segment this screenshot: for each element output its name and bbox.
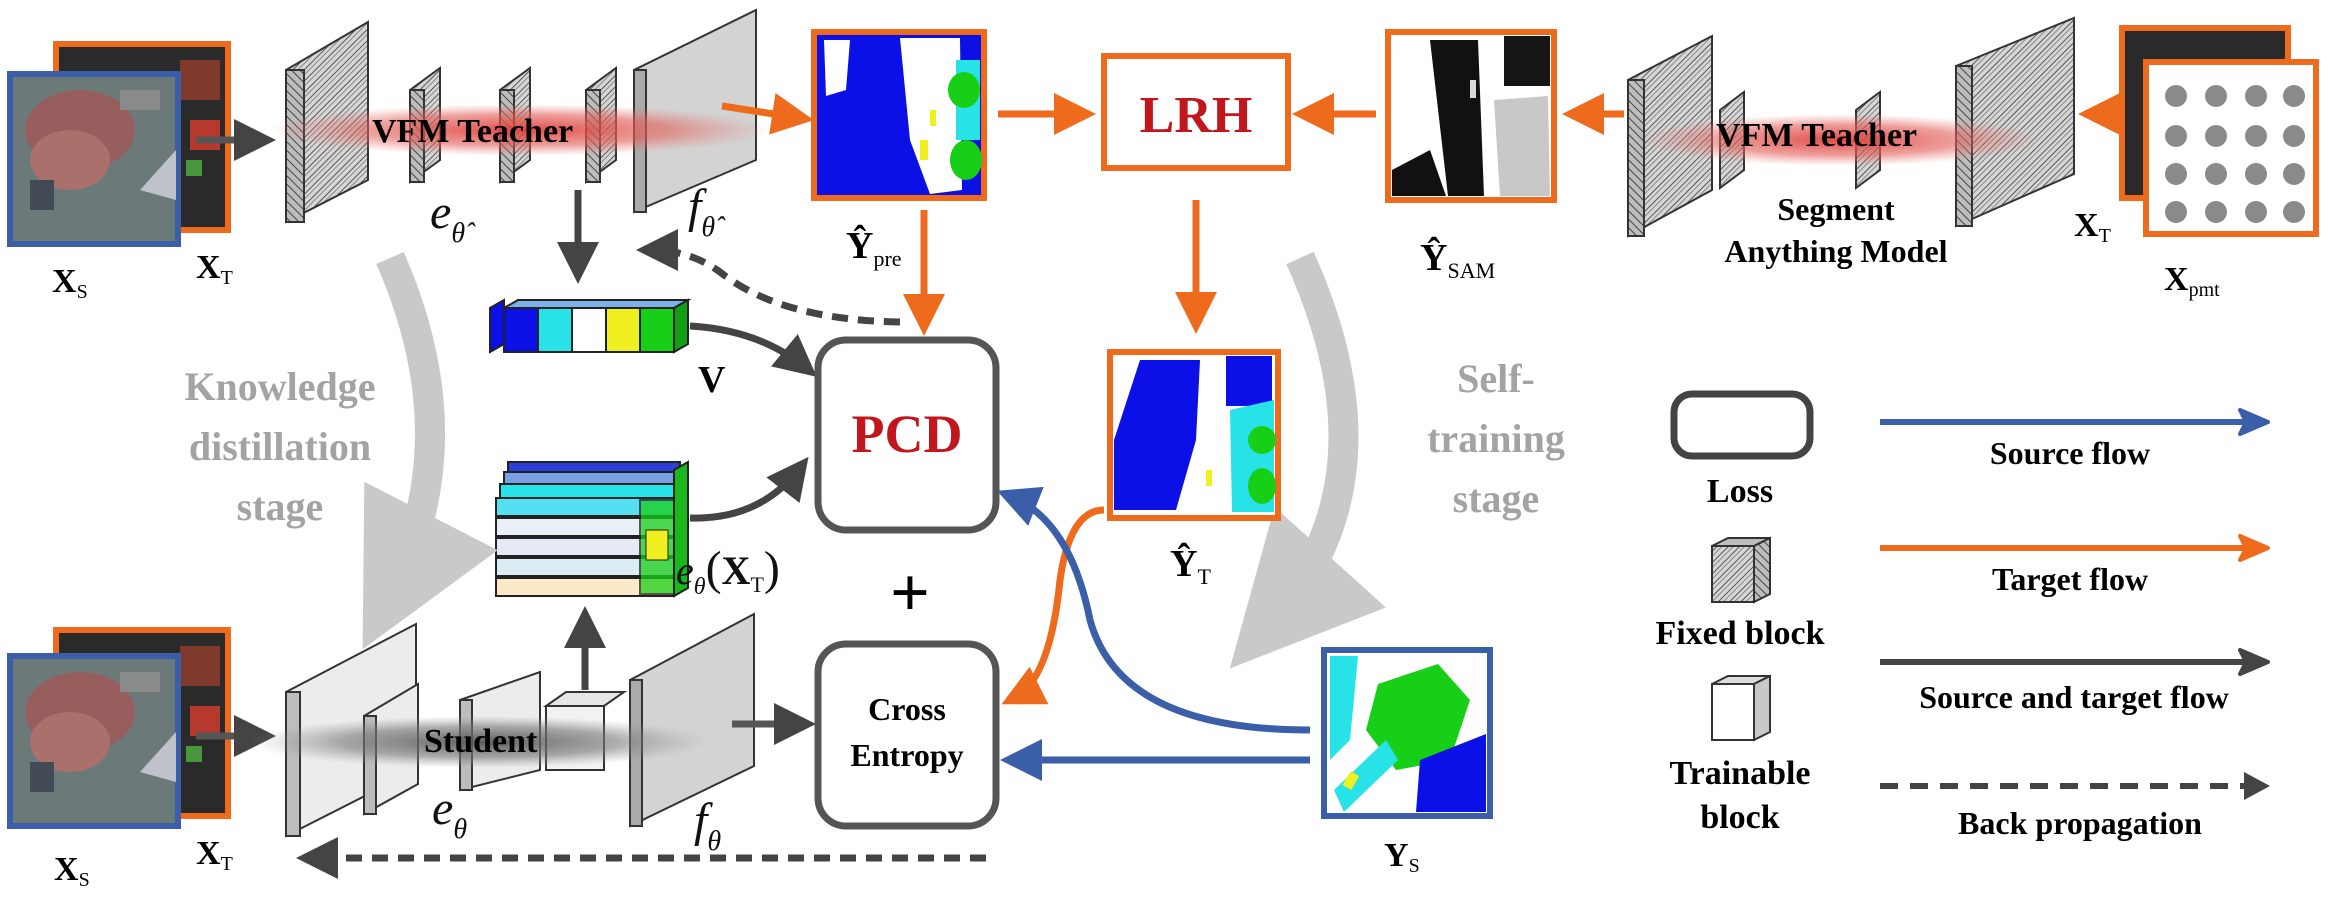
pseudo-label-target-image: [1107, 349, 1281, 521]
sam-mask-image: [1385, 29, 1557, 203]
legend-target-label: Target flow: [1992, 561, 2148, 597]
stage-st-line3: stage: [1453, 476, 1540, 521]
legend-source-label: Source flow: [1990, 435, 2150, 471]
target-image-label: XT: [196, 249, 233, 289]
prototype-label: V: [698, 359, 726, 401]
legend: Loss Fixed block Trainable block Source …: [1655, 390, 2270, 841]
y-t-label: ŶT: [1170, 543, 1211, 589]
stage-kd-line2: distillation: [189, 424, 371, 469]
y-sam-label: ŶSAM: [1420, 237, 1495, 283]
legend-trainable-line1: Trainable: [1669, 755, 1810, 792]
legend-fixed-swatch: [1711, 536, 1771, 604]
prompt-label: Xpmt: [2164, 261, 2220, 301]
cross-entropy-line1: Cross: [868, 691, 946, 727]
legend-fixed-label: Fixed block: [1655, 615, 1824, 652]
teacher-top-name: VFM Teacher: [372, 113, 573, 150]
lrh-box: [1101, 53, 1291, 171]
input-images-bottom: [7, 627, 231, 829]
sam-teacher-name: VFM Teacher: [1716, 117, 1917, 154]
lrh-label: LRH: [1140, 87, 1253, 144]
sam-caption-line1: Segment: [1777, 191, 1895, 227]
cross-entropy-line2: Entropy: [850, 737, 963, 773]
vfm-teacher-sam: [1627, 16, 2075, 238]
student-network: [250, 612, 755, 838]
prototype-vector: [489, 298, 692, 354]
legend-trainable-swatch: [1711, 674, 1771, 742]
target-image-label-bottom: XT: [196, 835, 233, 875]
legend-trainable-line2: block: [1700, 799, 1779, 836]
input-images-top: [7, 41, 231, 247]
legend-both-label: Source and target flow: [1919, 679, 2229, 715]
stage-kd-line3: stage: [237, 484, 324, 529]
legend-back-label: Back propagation: [1958, 805, 2202, 841]
teacher-head-label: fθ̂: [688, 180, 726, 243]
pseudo-label-pre-image: [811, 29, 987, 201]
feature-stack: [495, 460, 689, 598]
source-label-image: [1321, 647, 1493, 819]
stage-kd-line1: Knowledge: [184, 364, 375, 409]
legend-loss-label: Loss: [1707, 473, 1773, 510]
source-image-label: XS: [52, 263, 88, 303]
sam-target-label: XT: [2074, 207, 2111, 247]
vfm-teacher-top: [270, 8, 770, 224]
legend-loss-swatch: [1670, 390, 1814, 460]
feature-label: eθ(XT): [676, 542, 780, 600]
student-name: Student: [424, 723, 538, 760]
pcd-loss-box: [814, 336, 1000, 534]
pcd-label: PCD: [852, 404, 963, 464]
cross-entropy-box: [814, 640, 1000, 830]
plus-sign: +: [890, 555, 930, 632]
stage-kd-text: Knowledge distillation stage: [184, 364, 375, 529]
student-head-label: fθ: [694, 794, 721, 857]
y-pre-label: Ŷpre: [846, 225, 902, 271]
stage-st-text: Self- training stage: [1427, 356, 1565, 521]
source-image-label-bottom: XS: [54, 851, 90, 891]
student-encoder-label: eθ: [432, 782, 467, 845]
teacher-encoder-label: eθ̂: [430, 186, 476, 249]
stage-st-line1: Self-: [1457, 356, 1535, 401]
stage-st-line2: training: [1427, 416, 1565, 461]
y-s-label: YS: [1384, 837, 1420, 877]
sam-caption-line2: Anything Model: [1724, 233, 1947, 269]
prompt-input-images: [2119, 25, 2319, 237]
